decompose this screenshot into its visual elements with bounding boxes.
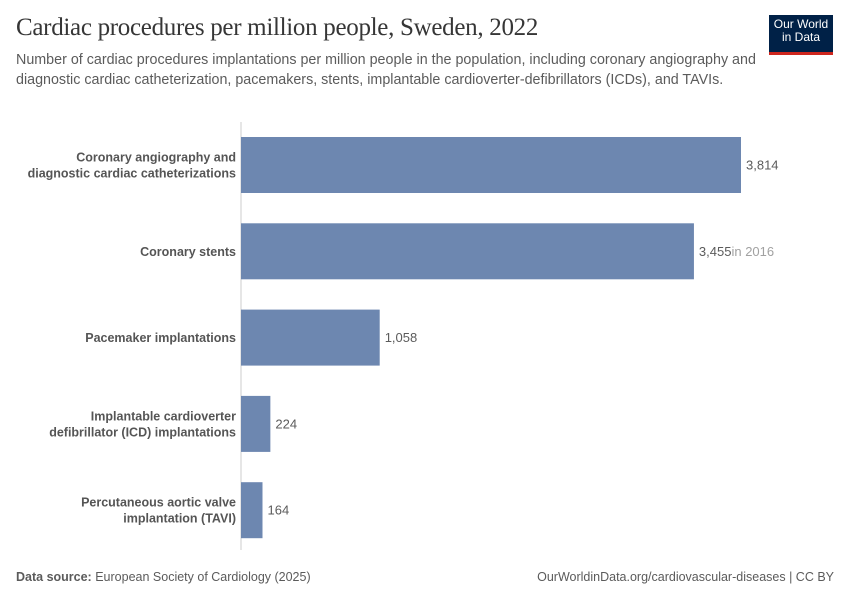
footer-url[interactable]: OurWorldinData.org/cardiovascular-diseas…	[537, 570, 834, 584]
category-label: Pacemaker implantations	[85, 331, 236, 345]
value-label: 3,814	[746, 158, 779, 173]
category-label: Percutaneous aortic valve	[81, 496, 236, 510]
bar[interactable]	[241, 223, 694, 280]
logo-line-2: in Data	[781, 30, 821, 44]
value-label: 1,058	[385, 330, 418, 345]
logo-line-1: Our World	[773, 17, 829, 31]
category-label: Coronary stents	[140, 245, 236, 259]
value-label: 224	[275, 416, 297, 431]
category-label: diagnostic cardiac catheterizations	[28, 167, 236, 181]
bar[interactable]	[241, 395, 271, 452]
chart-title: Cardiac procedures per million people, S…	[16, 14, 539, 41]
category-label: Implantable cardioverter	[91, 409, 236, 423]
source-label: Data source:	[16, 570, 92, 584]
year-note: in 2016	[731, 244, 774, 259]
value-label: 164	[267, 503, 289, 518]
chart-subtitle: Number of cardiac procedures implantatio…	[16, 52, 756, 88]
bar[interactable]	[241, 137, 741, 193]
category-label: implantation (TAVI)	[123, 512, 236, 526]
category-label: Coronary angiography and	[76, 151, 236, 165]
owid-logo[interactable]: Our World in Data	[769, 15, 833, 55]
bar[interactable]	[241, 309, 380, 366]
value-label: 3,455	[699, 244, 732, 259]
bar[interactable]	[241, 482, 263, 539]
source-text[interactable]: European Society of Cardiology (2025)	[95, 570, 311, 584]
data-source: Data source: European Society of Cardiol…	[16, 570, 311, 584]
category-label: defibrillator (ICD) implantations	[49, 425, 236, 439]
